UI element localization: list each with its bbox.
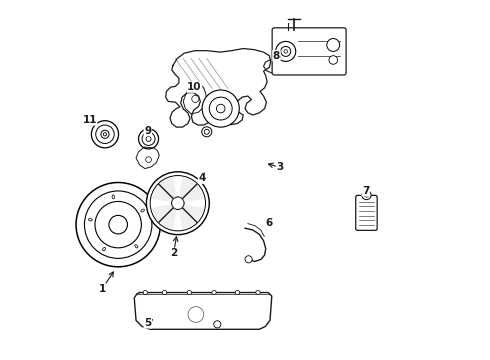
Polygon shape <box>134 293 272 329</box>
Text: 3: 3 <box>276 162 284 172</box>
Wedge shape <box>179 177 204 202</box>
Circle shape <box>146 157 151 162</box>
Circle shape <box>212 291 216 295</box>
Text: 8: 8 <box>273 51 280 61</box>
Circle shape <box>329 56 338 64</box>
Circle shape <box>172 197 184 210</box>
Circle shape <box>202 127 212 137</box>
Ellipse shape <box>103 247 105 251</box>
Text: 7: 7 <box>362 186 369 196</box>
Circle shape <box>103 132 107 136</box>
Circle shape <box>147 172 209 235</box>
Circle shape <box>101 130 109 138</box>
Circle shape <box>214 321 221 328</box>
Ellipse shape <box>141 209 145 212</box>
Circle shape <box>84 191 152 258</box>
Circle shape <box>362 190 371 200</box>
Circle shape <box>284 50 288 53</box>
Circle shape <box>162 291 167 295</box>
FancyBboxPatch shape <box>356 195 377 230</box>
Circle shape <box>139 129 159 149</box>
FancyBboxPatch shape <box>272 28 346 75</box>
Circle shape <box>76 183 160 267</box>
Circle shape <box>150 176 205 231</box>
Circle shape <box>146 136 151 141</box>
Circle shape <box>209 97 232 120</box>
Wedge shape <box>152 204 177 229</box>
Circle shape <box>364 193 368 197</box>
Circle shape <box>143 291 147 295</box>
Circle shape <box>92 121 119 148</box>
Text: 2: 2 <box>170 248 177 258</box>
Text: 4: 4 <box>198 173 206 183</box>
Circle shape <box>95 202 142 248</box>
Ellipse shape <box>112 195 115 199</box>
Circle shape <box>204 129 209 134</box>
Circle shape <box>187 291 192 295</box>
Circle shape <box>109 215 127 234</box>
Wedge shape <box>179 204 204 229</box>
Polygon shape <box>166 49 270 127</box>
Circle shape <box>235 291 240 295</box>
Polygon shape <box>183 85 207 114</box>
Circle shape <box>245 256 252 263</box>
Circle shape <box>202 90 239 127</box>
Circle shape <box>276 41 296 62</box>
Ellipse shape <box>89 219 92 221</box>
Circle shape <box>188 307 204 322</box>
Text: 9: 9 <box>144 126 151 136</box>
Circle shape <box>142 132 155 145</box>
Circle shape <box>327 39 340 51</box>
Wedge shape <box>152 177 177 202</box>
Text: 11: 11 <box>82 115 97 125</box>
Text: 5: 5 <box>144 318 151 328</box>
Circle shape <box>256 291 260 295</box>
Ellipse shape <box>135 245 138 248</box>
Circle shape <box>217 104 225 113</box>
Polygon shape <box>136 147 159 168</box>
Text: 1: 1 <box>98 284 106 294</box>
Circle shape <box>192 95 199 103</box>
Text: 10: 10 <box>187 82 201 92</box>
Circle shape <box>281 46 291 57</box>
Text: 6: 6 <box>266 218 273 228</box>
Circle shape <box>96 125 114 144</box>
